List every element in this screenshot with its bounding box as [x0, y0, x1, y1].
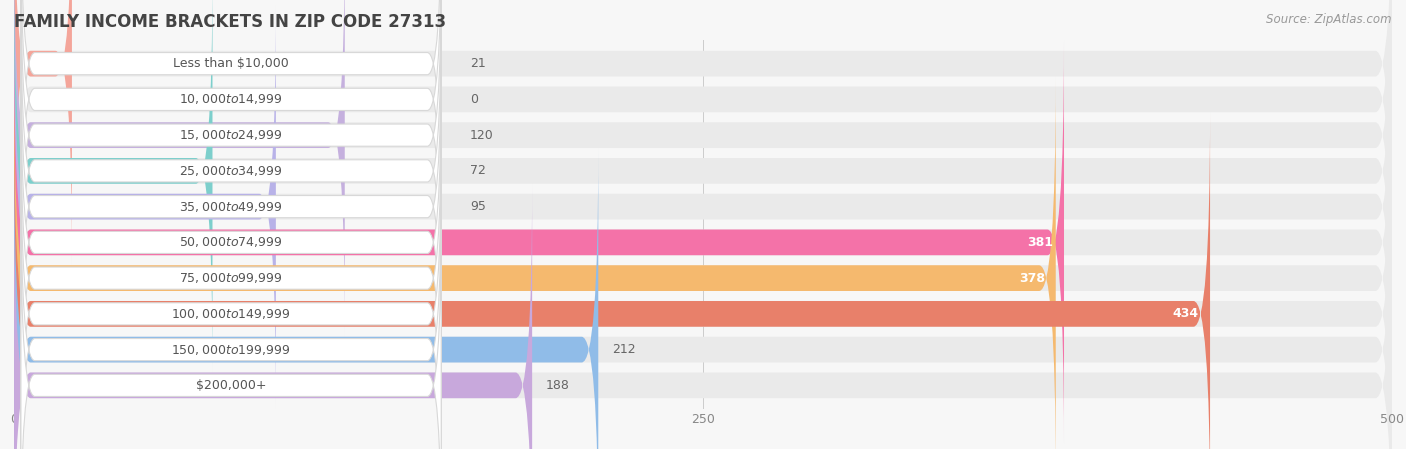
FancyBboxPatch shape — [21, 0, 441, 231]
Text: $150,000 to $199,999: $150,000 to $199,999 — [172, 343, 291, 357]
FancyBboxPatch shape — [21, 3, 441, 339]
FancyBboxPatch shape — [21, 0, 441, 303]
Text: 188: 188 — [546, 379, 569, 392]
FancyBboxPatch shape — [14, 41, 1392, 444]
Text: $10,000 to $14,999: $10,000 to $14,999 — [180, 92, 283, 106]
FancyBboxPatch shape — [14, 0, 1392, 265]
Text: 72: 72 — [470, 164, 486, 177]
Text: 95: 95 — [470, 200, 486, 213]
FancyBboxPatch shape — [21, 218, 441, 449]
Text: Less than $10,000: Less than $10,000 — [173, 57, 290, 70]
FancyBboxPatch shape — [14, 5, 276, 408]
FancyBboxPatch shape — [21, 0, 441, 267]
FancyBboxPatch shape — [14, 5, 1392, 408]
FancyBboxPatch shape — [14, 0, 212, 373]
FancyBboxPatch shape — [14, 184, 1392, 449]
Text: $35,000 to $49,999: $35,000 to $49,999 — [180, 200, 283, 214]
Text: Source: ZipAtlas.com: Source: ZipAtlas.com — [1267, 13, 1392, 26]
Text: $200,000+: $200,000+ — [195, 379, 266, 392]
FancyBboxPatch shape — [14, 0, 344, 337]
FancyBboxPatch shape — [14, 76, 1056, 449]
Text: $75,000 to $99,999: $75,000 to $99,999 — [180, 271, 283, 285]
FancyBboxPatch shape — [14, 148, 599, 449]
Text: 0: 0 — [470, 93, 478, 106]
FancyBboxPatch shape — [21, 182, 441, 449]
FancyBboxPatch shape — [14, 112, 1392, 449]
Text: FAMILY INCOME BRACKETS IN ZIP CODE 27313: FAMILY INCOME BRACKETS IN ZIP CODE 27313 — [14, 13, 446, 31]
FancyBboxPatch shape — [21, 75, 441, 410]
FancyBboxPatch shape — [14, 0, 72, 265]
Text: $50,000 to $74,999: $50,000 to $74,999 — [180, 235, 283, 249]
FancyBboxPatch shape — [21, 146, 441, 449]
FancyBboxPatch shape — [14, 0, 1392, 373]
FancyBboxPatch shape — [21, 110, 441, 446]
FancyBboxPatch shape — [14, 76, 1392, 449]
Text: 378: 378 — [1019, 272, 1045, 285]
FancyBboxPatch shape — [14, 184, 531, 449]
FancyBboxPatch shape — [14, 112, 1211, 449]
Text: 381: 381 — [1026, 236, 1053, 249]
FancyBboxPatch shape — [14, 0, 1392, 337]
Text: 120: 120 — [470, 128, 494, 141]
FancyBboxPatch shape — [14, 41, 1064, 444]
Text: $25,000 to $34,999: $25,000 to $34,999 — [180, 164, 283, 178]
FancyBboxPatch shape — [21, 39, 441, 374]
FancyBboxPatch shape — [14, 0, 1392, 301]
Text: $15,000 to $24,999: $15,000 to $24,999 — [180, 128, 283, 142]
Text: $100,000 to $149,999: $100,000 to $149,999 — [172, 307, 291, 321]
Text: 21: 21 — [470, 57, 486, 70]
Text: 434: 434 — [1173, 308, 1199, 321]
FancyBboxPatch shape — [14, 148, 1392, 449]
Text: 212: 212 — [612, 343, 636, 356]
